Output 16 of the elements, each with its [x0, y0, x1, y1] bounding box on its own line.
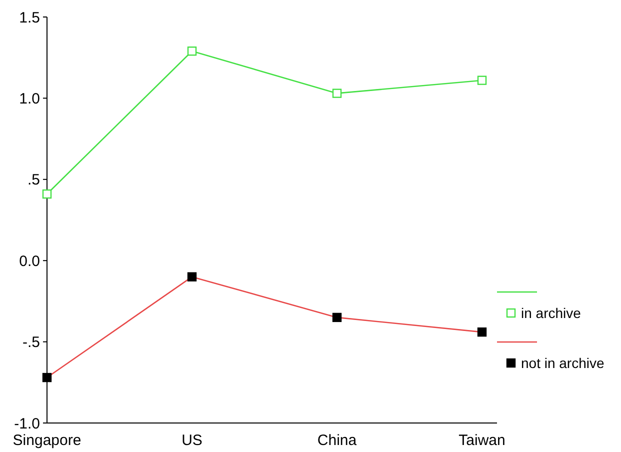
x-tick-label: China	[317, 432, 358, 449]
point	[477, 76, 487, 85]
y-tick-label: -1.0	[14, 415, 40, 432]
y-tick-label: -.5	[22, 334, 40, 352]
y-tick-label: 0.0	[19, 252, 40, 270]
x-tick-label: Taiwan	[458, 432, 506, 449]
legend-label: not in archive	[521, 355, 604, 371]
y-tick-label: .5	[27, 172, 40, 189]
y-tick-label: 1.5	[19, 9, 40, 26]
x-tick-label: Singapore	[12, 432, 82, 449]
point	[42, 189, 52, 199]
y-tick-label: 1.0	[19, 90, 40, 108]
legend-label: in archive	[521, 305, 582, 321]
x-tick-label: US	[182, 432, 202, 449]
point	[187, 46, 197, 56]
point	[332, 88, 342, 98]
